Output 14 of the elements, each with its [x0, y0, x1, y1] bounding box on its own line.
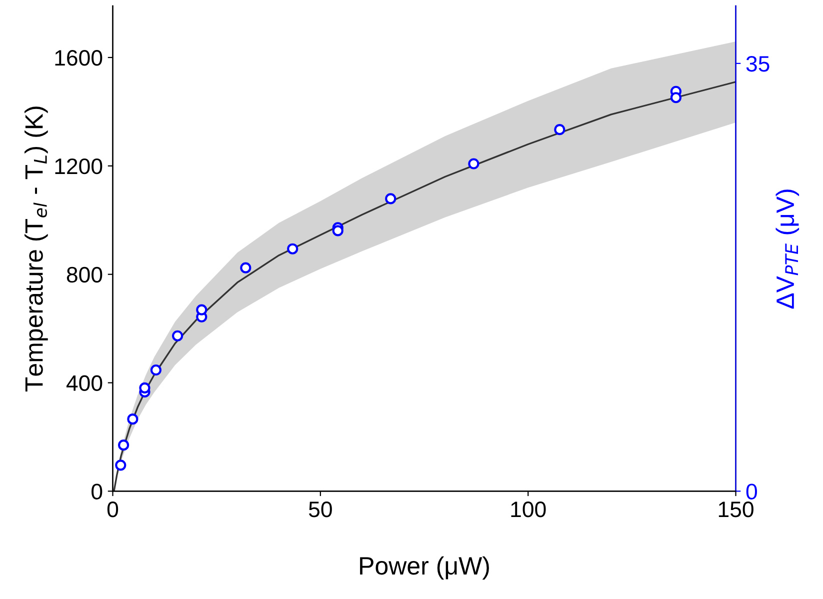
x-tick-label: 150: [718, 501, 754, 518]
x-tick-label: 0: [107, 501, 118, 518]
y-tick-label: 0: [92, 484, 102, 500]
y-tick-label: 400: [66, 375, 102, 392]
y-tick-label: 800: [66, 266, 102, 283]
y-tick-label: 1600: [55, 50, 102, 66]
x-axis-title: Power (μW): [360, 556, 489, 580]
y-axis-title: Temperature (T$_{el}$ - T$_{L}$) (K): [24, 106, 48, 392]
y-tick-label: 1200: [55, 158, 102, 174]
x-tick-label: 50: [308, 501, 332, 518]
y2-tick-label: 35: [746, 56, 770, 72]
y2-axis-title: ΔV$_{PTE}$ (μV): [776, 190, 800, 309]
x-tick-label: 100: [511, 501, 546, 518]
y2-tick-label: 0: [746, 484, 757, 500]
